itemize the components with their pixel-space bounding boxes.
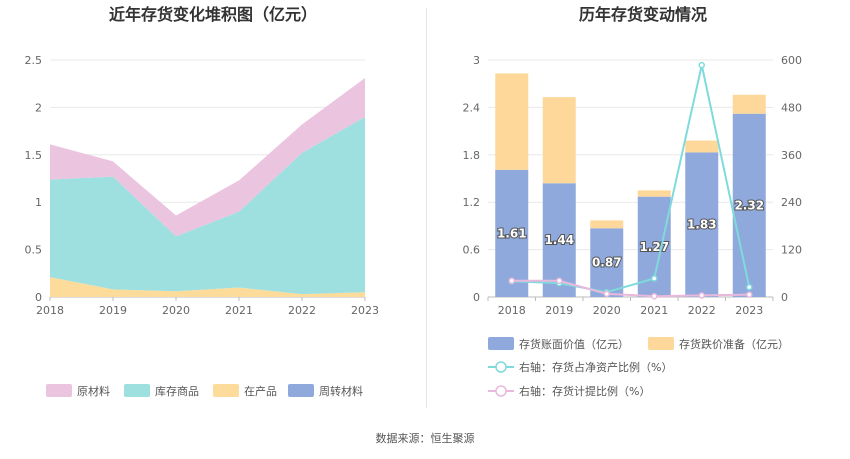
right-legend-label: 右轴：存货计提比例（%） bbox=[519, 384, 650, 398]
right-x-tick-label: 2020 bbox=[593, 304, 621, 317]
bar-impairment-reserve bbox=[732, 94, 766, 114]
left-legend-swatch bbox=[213, 384, 239, 397]
right-legend-label: 右轴：存货占净资产比例（%） bbox=[519, 360, 672, 374]
bar-value-label: 1.27 bbox=[639, 240, 669, 254]
bar-impairment-reserve bbox=[590, 220, 624, 229]
bar-impairment-reserve bbox=[637, 190, 671, 197]
stacked-bar-line-chart: 历年存货变动情况 1.61 1.440.871.271.832.32 00.61.… bbox=[463, 5, 803, 398]
left-legend-swatch bbox=[288, 384, 314, 397]
right-x-tick-label: 2018 bbox=[498, 304, 526, 317]
bar-book-value bbox=[732, 113, 766, 297]
left-y-tick-label: 0 bbox=[35, 291, 42, 304]
line-point-1 bbox=[746, 291, 753, 298]
right-x-tick-label: 2023 bbox=[735, 304, 763, 317]
line-point-1 bbox=[508, 277, 515, 285]
stacked-area-chart: 近年存货变化堆积图（亿元） 00.511.522.5 2018 2019 2020 2… bbox=[25, 5, 380, 398]
line-series-0 bbox=[511, 64, 751, 294]
right-line-series bbox=[508, 61, 753, 300]
left-area-库存商品 bbox=[50, 116, 365, 295]
left-legend-label: 周转材料 bbox=[319, 384, 363, 398]
left-x-tick-label: 2021 bbox=[225, 304, 253, 317]
right-legend-label: 存货账面价值（亿元） bbox=[519, 337, 629, 351]
bar-value-label: 1.61 bbox=[497, 226, 527, 240]
left-x-axis: 2018 2019 2020 2021 2022 2023 bbox=[36, 297, 379, 317]
right-y2-tick-label: 120 bbox=[781, 244, 802, 257]
left-chart-title: 近年存货变化堆积图（亿元） bbox=[109, 5, 317, 24]
line-point-0 bbox=[698, 61, 705, 69]
right-x-tick-label: 2021 bbox=[640, 304, 668, 317]
right-x-tick-label: 2022 bbox=[688, 304, 716, 317]
left-x-tick-label: 2018 bbox=[36, 304, 64, 317]
left-x-tick-label: 2022 bbox=[288, 304, 316, 317]
bar-value-label: 1.44 bbox=[544, 233, 574, 247]
line-point-0 bbox=[651, 275, 658, 282]
left-legend-label: 在产品 bbox=[244, 384, 277, 398]
right-legend-marker bbox=[495, 361, 507, 373]
right-chart-title: 历年存货变动情况 bbox=[579, 5, 707, 24]
line-point-1 bbox=[556, 277, 563, 285]
left-area-series bbox=[50, 78, 365, 297]
bar-impairment-reserve bbox=[542, 97, 576, 184]
right-x-tick-label: 2019 bbox=[545, 304, 573, 317]
right-y-tick-label: 0 bbox=[473, 291, 480, 304]
bar-book-value bbox=[685, 152, 719, 297]
bar-book-value bbox=[495, 169, 529, 297]
bar-value-label: 0.87 bbox=[592, 256, 622, 270]
right-y2-tick-label: 600 bbox=[781, 54, 802, 67]
line-series-1 bbox=[511, 279, 750, 298]
right-legend-swatch bbox=[648, 337, 674, 350]
right-left-y-axis: 0 0.6 1.2 1.8 2.4 3 bbox=[463, 54, 481, 304]
line-point-1 bbox=[698, 292, 705, 299]
right-y2-tick-label: 0 bbox=[781, 291, 788, 304]
line-point-1 bbox=[603, 290, 610, 298]
bar-book-value bbox=[590, 228, 624, 297]
panel-divider bbox=[426, 8, 427, 408]
right-y-tick-label: 1.8 bbox=[463, 149, 481, 162]
left-x-tick-label: 2023 bbox=[351, 304, 379, 317]
line-point-1 bbox=[651, 292, 658, 300]
data-source-label: 数据来源：恒生聚源 bbox=[376, 431, 475, 445]
left-y-tick-label: 0.5 bbox=[25, 244, 43, 257]
left-area-原材料 bbox=[50, 78, 365, 237]
bar-impairment-reserve bbox=[685, 140, 719, 153]
left-y-tick-label: 1 bbox=[35, 196, 42, 209]
right-y-tick-label: 2.4 bbox=[463, 101, 481, 114]
left-legend-swatch bbox=[124, 384, 150, 397]
bar-value-label: 1.83 bbox=[687, 218, 717, 232]
right-bar-series bbox=[495, 73, 766, 297]
right-legend: 存货账面价值（亿元） 存货跌价准备（亿元） 右轴：存货占净资产比例（%） 右轴：存货计… bbox=[488, 337, 789, 398]
left-legend-label: 库存商品 bbox=[155, 384, 199, 398]
left-y-tick-label: 1.5 bbox=[25, 149, 43, 162]
left-area-在产品 bbox=[50, 277, 365, 297]
left-legend: 原材料 库存商品 在产品 周转材料 bbox=[46, 384, 363, 398]
right-legend-marker bbox=[495, 385, 507, 397]
right-y-tick-label: 0.6 bbox=[463, 244, 481, 257]
bar-value-label: 2.32 bbox=[734, 198, 764, 212]
right-y2-tick-label: 480 bbox=[781, 101, 802, 114]
left-legend-swatch bbox=[46, 384, 72, 397]
left-y-tick-label: 2.5 bbox=[25, 54, 43, 67]
right-y-tick-label: 1.2 bbox=[463, 196, 481, 209]
left-y-tick-label: 2 bbox=[35, 101, 42, 114]
line-point-0 bbox=[746, 283, 753, 291]
right-legend-label: 存货跌价准备（亿元） bbox=[679, 337, 789, 351]
right-y2-tick-label: 360 bbox=[781, 149, 802, 162]
right-legend-swatch bbox=[488, 337, 514, 350]
right-right-y-axis: 0 120 240 360 480 600 bbox=[781, 54, 802, 304]
left-y-axis: 0 0.5 1 1.5 2 2.5 bbox=[25, 54, 43, 304]
bar-impairment-reserve bbox=[495, 73, 529, 170]
left-legend-label: 原材料 bbox=[77, 384, 110, 398]
left-x-tick-label: 2020 bbox=[162, 304, 190, 317]
right-y-tick-label: 3 bbox=[473, 54, 480, 67]
left-x-tick-label: 2019 bbox=[99, 304, 127, 317]
right-bar-labels: 1.61 1.44 0.87 1.27 1.83 2.32 bbox=[496, 197, 765, 270]
right-y2-tick-label: 240 bbox=[781, 196, 802, 209]
right-x-axis: 2018 2019 2020 2021 2022 2023 bbox=[487, 297, 774, 317]
right-gridlines bbox=[488, 59, 773, 298]
